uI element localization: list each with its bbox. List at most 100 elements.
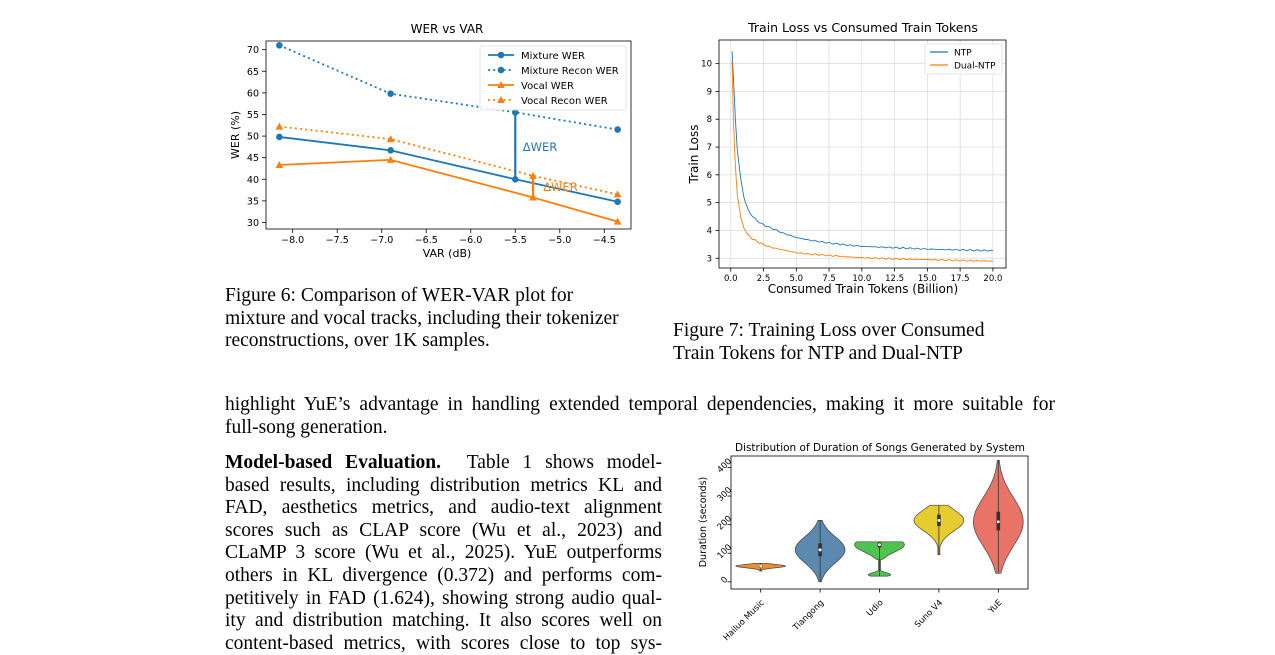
caption-line: mixture and vocal tracks, including thei… [225, 307, 619, 329]
paragraph-first-line: Model-based Evaluation. Table 1 shows mo… [225, 452, 662, 475]
circle-marker [497, 66, 505, 74]
paragraph-line: FAD, aesthetics metrics, and audio-text … [225, 497, 662, 519]
paragraph-continuation: highlight YuE’s advantage in handling ex… [225, 394, 1055, 439]
caption-line: Train Tokens for NTP and Dual-NTP [673, 342, 963, 364]
x-tick-label: Hailuo Music [722, 598, 767, 643]
y-tick-label: 5 [707, 199, 712, 209]
y-tick-label: 35 [247, 196, 259, 207]
triangle-marker [497, 96, 505, 103]
paragraph-line: others in KL divergence (0.372) and perf… [225, 564, 662, 586]
x-tick-label: 15.0 [918, 274, 937, 284]
x-axis-label: Consumed Train Tokens (Billion) [768, 282, 958, 296]
delta-label: ΔWER [543, 180, 578, 194]
circle-marker [276, 133, 283, 141]
paragraph-line: content-based metrics, with scores close… [225, 632, 662, 654]
y-tick-label: 40 [247, 175, 259, 186]
x-tick-label: 2.5 [757, 274, 771, 284]
model-based-evaluation-paragraph: Model-based Evaluation. Table 1 shows mo… [225, 452, 662, 655]
chart-title: WER vs VAR [411, 22, 484, 36]
y-tick-label: 8 [707, 115, 712, 125]
triangle-marker [613, 217, 622, 225]
x-tick-label: −6.0 [459, 235, 482, 246]
series-line [279, 136, 618, 203]
run-in-heading: Model-based Evaluation. [225, 452, 441, 473]
x-tick-label: −6.5 [415, 235, 438, 246]
x-axis-label: VAR (dB) [423, 247, 472, 260]
series-line [279, 158, 618, 223]
series-line [731, 51, 994, 252]
paragraph-line: Table 1 shows model- [466, 452, 662, 473]
x-tick-label: 0.0 [724, 274, 738, 284]
x-tick-label: 5.0 [790, 274, 804, 284]
triangle-marker [275, 161, 284, 169]
delta-label: ΔWER [523, 140, 558, 154]
caption-line: Figure 7: Training Loss over Consumed [673, 320, 985, 341]
y-tick-label: 10 [701, 60, 712, 70]
chart-title: Train Loss vs Consumed Train Tokens [747, 20, 978, 35]
caption-line: reconstructions, over 1K samples. [225, 330, 490, 352]
y-tick-label: 65 [247, 67, 259, 78]
plot-frame [730, 455, 1029, 590]
figure-6-caption: Figure 6: Comparison of WER-VAR plot for… [225, 285, 655, 353]
triangle-marker [613, 190, 622, 198]
legend-label: Vocal Recon WER [521, 96, 608, 107]
train-loss-chart: Train Loss vs Consumed Train Tokens 0.0 2… [687, 20, 1007, 296]
circle-marker [387, 90, 394, 98]
legend-label: Vocal WER [521, 81, 574, 92]
x-tick-label: 10.0 [852, 274, 871, 284]
plot-frame [718, 39, 1007, 269]
legend-label: Dual-NTP [954, 61, 996, 71]
y-tick-label: 50 [247, 132, 259, 143]
series-line [731, 60, 993, 262]
y-axis-label: Duration (seconds) [698, 477, 709, 568]
x-tick-label: −5.0 [548, 235, 571, 246]
y-tick-label: 6 [707, 171, 712, 181]
violin-median-dot [878, 543, 881, 547]
y-tick-label: 7 [707, 143, 712, 153]
x-tick-label: −8.0 [281, 235, 304, 246]
violin-median-dot [759, 564, 763, 568]
paragraph-line: full-song generation. [225, 416, 388, 438]
circle-marker [276, 42, 283, 49]
chart-title: Distribution of Duration of Songs Genera… [735, 442, 1025, 454]
paragraph-line: scores such as CLAP score (Wu et al., 20… [225, 519, 662, 541]
paragraph-line: highlight YuE’s advantage in handling ex… [225, 394, 1055, 415]
circle-marker [614, 198, 621, 206]
caption-line: Figure 6: Comparison of WER-VAR plot for [225, 285, 574, 306]
y-axis-label: WER (%) [229, 111, 242, 159]
triangle-marker [497, 81, 505, 88]
wer-vs-var-chart: WER vs VAR −8.0 −7.5 −7.0 −6.5 −6.0 −5.5 −5.0 −… [229, 22, 632, 260]
y-tick-label: 3 [707, 254, 712, 264]
violin-median-dot [818, 548, 822, 552]
x-tick-label: 17.5 [951, 274, 970, 284]
x-tick-label: 20.0 [983, 274, 1002, 284]
legend-label: NTP [954, 48, 972, 58]
triangle-marker [386, 155, 395, 163]
x-tick-label: −4.5 [593, 235, 616, 246]
y-tick-label: 4 [707, 226, 712, 236]
legend-box [479, 45, 627, 111]
x-tick-label: −7.0 [370, 235, 393, 246]
y-tick-label: 45 [247, 153, 259, 164]
figure-7-caption: Figure 7: Training Loss over Consumed Tr… [673, 320, 1033, 365]
triangle-marker [386, 135, 395, 143]
y-tick-label: 30 [247, 218, 259, 229]
y-tick-label: 9 [707, 87, 712, 97]
y-tick-label: 0 [719, 575, 730, 586]
x-tick-label: −5.5 [504, 235, 527, 246]
y-tick-label: 70 [247, 45, 259, 56]
triangle-marker [275, 122, 284, 130]
circle-marker [614, 126, 621, 133]
x-tick-label: 7.5 [822, 274, 836, 284]
x-tick-label: −7.5 [326, 235, 349, 246]
circle-marker [387, 147, 394, 154]
legend-label: Mixture Recon WER [521, 66, 619, 77]
y-tick-label: 55 [247, 110, 259, 121]
paragraph-line: based results, including distribution me… [225, 474, 662, 496]
x-tick-label: Suno V4 [913, 598, 945, 630]
legend-label: Mixture WER [521, 51, 585, 62]
x-tick-label: Tiangong [791, 598, 827, 634]
paragraph-line: ity and distribution matching. It also s… [225, 610, 662, 632]
violin-median-dot [937, 518, 941, 522]
legend: Mixture WER Mixture Recon WER Vocal WER Voc… [479, 45, 627, 111]
